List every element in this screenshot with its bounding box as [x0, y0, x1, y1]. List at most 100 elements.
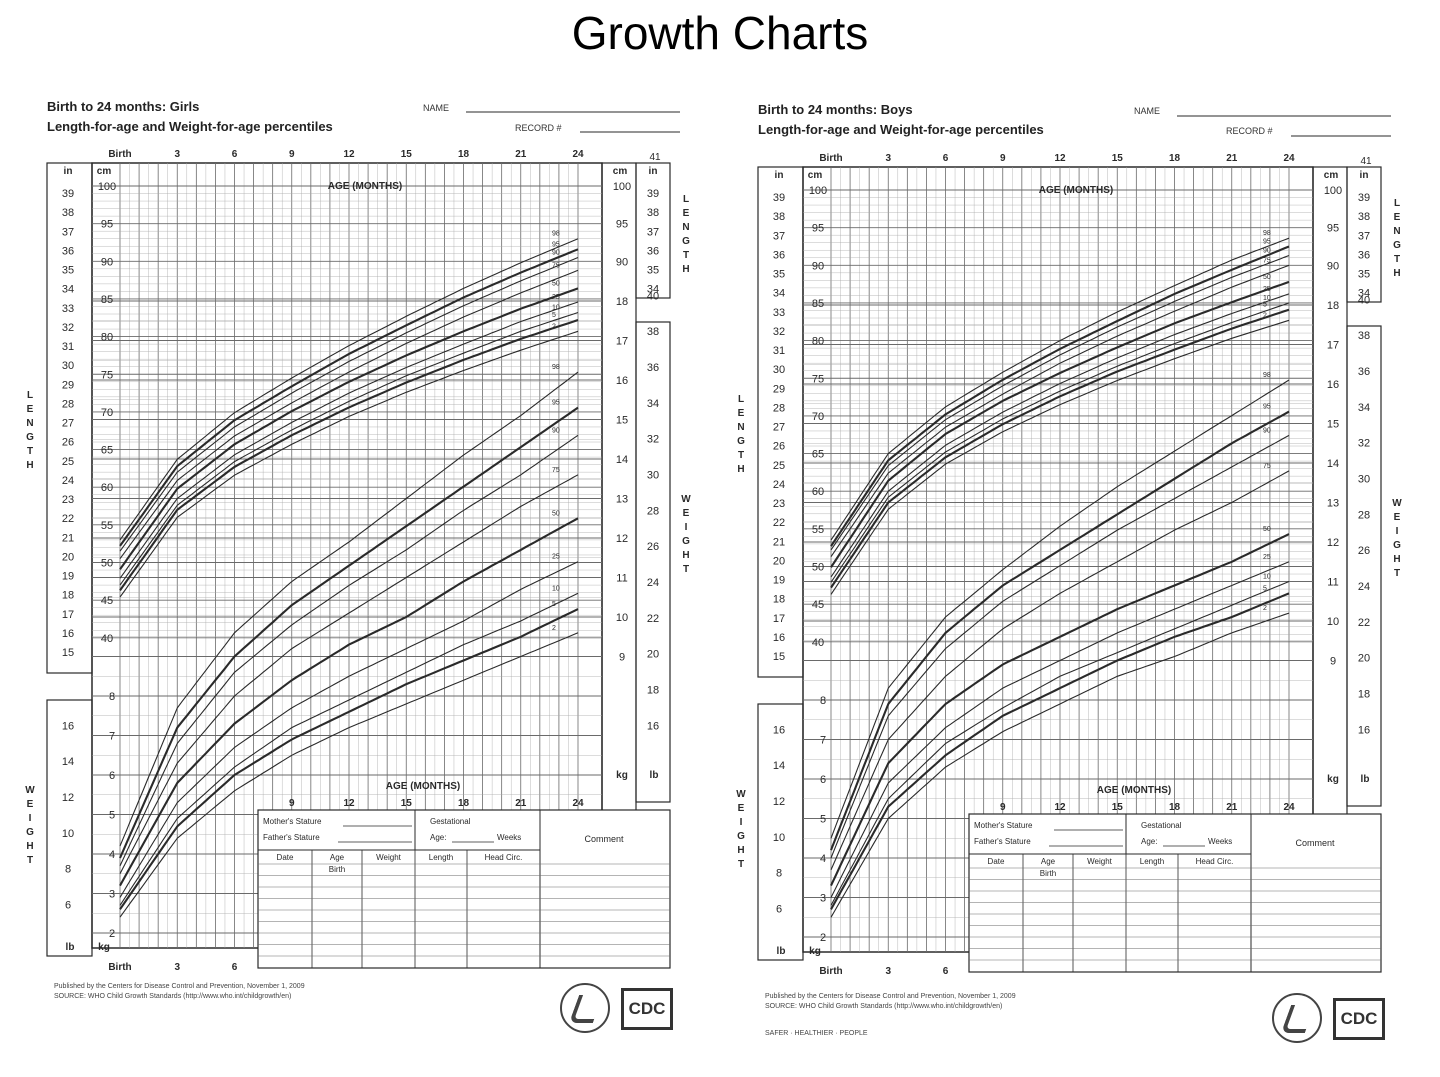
y-tick-label: 16	[1327, 379, 1339, 391]
x-axis-label: AGE (MONTHS)	[1039, 185, 1113, 196]
x-tick-label: 6	[232, 149, 238, 160]
unit-cm-label: cm	[613, 166, 628, 177]
y-tick-label: 38	[647, 326, 659, 338]
weight-percentile-curve-98	[830, 379, 1290, 839]
side-label-letter: I	[685, 522, 688, 533]
hhs-eagle-icon	[1272, 993, 1322, 1043]
x-tick-label: 21	[515, 798, 527, 809]
side-label-letter: G	[682, 236, 690, 247]
y-tick-label: 7	[109, 731, 115, 743]
y-tick-label: 80	[101, 332, 113, 344]
y-tick-label: 7	[820, 735, 826, 747]
y-tick-label: 8	[65, 864, 71, 876]
side-label-letter: N	[682, 222, 689, 233]
x-tick-label: 24	[1283, 802, 1295, 813]
side-label-letter: N	[1393, 226, 1400, 237]
y-tick-label: 24	[647, 577, 659, 589]
length-percentile-label: 98	[1263, 230, 1271, 237]
length-percentile-label: 10	[552, 305, 560, 312]
x-tick-label: 12	[343, 149, 355, 160]
side-label-letter: I	[740, 817, 743, 828]
source-line: SOURCE: WHO Child Growth Standards (http…	[765, 1003, 1003, 1010]
weight-percentile-curve-75	[119, 474, 579, 875]
weight-percentile-label: 95	[1263, 404, 1271, 411]
record-form-frame	[968, 813, 1382, 973]
side-label-letter: H	[26, 460, 33, 471]
y-tick-label: 12	[773, 796, 785, 808]
y-tick-label: 19	[62, 571, 74, 583]
unit-kg-label: kg	[98, 942, 110, 953]
y-tick-label: 11	[1327, 577, 1338, 589]
x-tick-label: 41	[649, 152, 661, 163]
side-label-letter: G	[1393, 240, 1401, 251]
weight-percentile-label: 10	[1263, 574, 1271, 581]
length-percentile-curve-95	[119, 248, 579, 547]
side-label-letter: G	[737, 436, 745, 447]
side-label-letter: T	[27, 855, 33, 866]
x-axis-label: AGE (MONTHS)	[1097, 785, 1171, 796]
side-label-letter: E	[1394, 512, 1401, 523]
y-tick-label: 17	[616, 336, 628, 348]
cdc-logo: CDC	[621, 988, 673, 1030]
y-tick-label: 16	[1358, 724, 1370, 736]
y-tick-label: 37	[773, 230, 785, 242]
weight-percentile-label: 98	[552, 364, 560, 371]
side-label-letter: W	[681, 494, 691, 505]
chart-title-line1: Birth to 24 months: Girls	[47, 99, 200, 114]
side-label-letter: E	[683, 508, 690, 519]
y-tick-label: 16	[773, 724, 785, 736]
y-tick-label: 15	[616, 415, 628, 427]
x-tick-label: 12	[1054, 802, 1066, 813]
weight-percentile-curve-2	[830, 612, 1290, 918]
comment-label: Comment	[584, 834, 624, 844]
y-tick-label: 37	[1358, 230, 1370, 242]
form-column-header: Length	[1140, 857, 1164, 866]
y-tick-label: 28	[62, 398, 74, 410]
x-tick-label: 18	[1169, 153, 1181, 164]
y-tick-label: 29	[773, 383, 785, 395]
y-tick-label: 34	[1358, 288, 1370, 300]
y-tick-label: 40	[812, 637, 824, 649]
y-tick-label: 100	[1324, 185, 1342, 197]
x-tick-label: 15	[401, 149, 413, 160]
y-tick-label: 18	[1327, 300, 1339, 312]
y-tick-label: 37	[62, 226, 74, 238]
y-tick-label: 95	[1327, 223, 1339, 235]
y-tick-label: 18	[773, 594, 785, 606]
side-label-letter: N	[737, 422, 744, 433]
y-tick-label: 35	[773, 269, 785, 281]
x-tick-label: 41	[1360, 156, 1372, 167]
y-tick-label: 50	[812, 562, 824, 574]
y-tick-label: 50	[101, 558, 113, 570]
x-tick-label: 15	[1112, 153, 1124, 164]
y-tick-label: 100	[613, 181, 631, 193]
y-tick-label: 20	[647, 649, 659, 661]
length-percentile-curve-2	[830, 319, 1290, 595]
birth-row-label: Birth	[329, 865, 345, 874]
y-tick-label: 36	[773, 249, 785, 261]
x-tick-label: 21	[1226, 802, 1238, 813]
y-tick-label: 38	[1358, 330, 1370, 342]
mothers-stature-label: Mother's Stature	[263, 817, 322, 826]
left-pound-scale-frame	[46, 699, 93, 957]
side-label-letter: T	[27, 446, 33, 457]
y-tick-label: 33	[62, 303, 74, 315]
y-tick-label: 75	[812, 373, 824, 385]
y-tick-label: 90	[812, 260, 824, 272]
unit-kg-label: kg	[809, 946, 821, 957]
y-tick-label: 55	[101, 520, 113, 532]
chart-title-line2: Length-for-age and Weight-for-age percen…	[47, 119, 333, 134]
form-column-header: Weight	[376, 853, 402, 862]
y-tick-label: 65	[812, 449, 824, 461]
weight-percentile-curve-95	[119, 406, 579, 859]
length-percentile-curve-95	[830, 245, 1290, 547]
length-percentile-curve-50	[830, 280, 1290, 568]
y-tick-label: 18	[616, 296, 628, 308]
length-percentile-curve-75	[119, 269, 579, 560]
gestational-label: Gestational	[1141, 821, 1182, 830]
y-tick-label: 4	[820, 853, 826, 865]
weight-percentile-label: 50	[1263, 526, 1271, 533]
y-tick-label: 26	[1358, 545, 1370, 557]
length-percentile-curve-5	[119, 319, 579, 592]
